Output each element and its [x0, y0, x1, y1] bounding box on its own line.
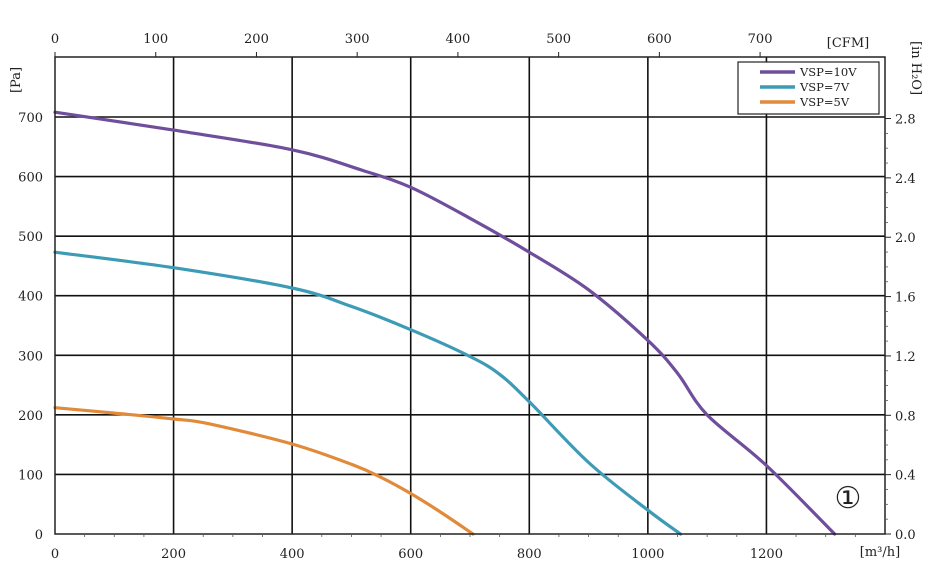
legend-label-3: VSP=5V — [799, 95, 850, 109]
x-bottom-tick-label: 200 — [161, 547, 186, 562]
series-line-vsp-5v — [53, 406, 475, 536]
y-right-tick-label: 2.0 — [895, 231, 916, 246]
x-top-tick-label: 400 — [445, 32, 470, 47]
annotation-circle-1: ① — [835, 481, 862, 516]
series-layer — [53, 110, 837, 536]
x-top-tick-label: 600 — [647, 32, 672, 47]
x-bottom-tick-label: 400 — [280, 547, 305, 562]
y-right-axis-label: [in H₂O] — [908, 41, 923, 95]
x-bottom-axis-label: [m³/h] — [860, 545, 900, 560]
x-top-tick-label: 0 — [51, 32, 59, 47]
grid-layer — [55, 57, 885, 534]
y-left-tick-label: 700 — [18, 111, 43, 126]
series-line-vsp-10v — [53, 110, 837, 536]
y-right-tick-label: 1.6 — [895, 291, 916, 306]
x-top-tick-label: 200 — [244, 32, 269, 47]
y-right-tick-label: 2.4 — [895, 172, 916, 187]
x-bottom-tick-label: 1000 — [631, 547, 664, 562]
y-left-tick-label: 100 — [18, 468, 43, 483]
x-bottom-tick-label: 0 — [51, 547, 59, 562]
y-left-tick-label: 200 — [18, 409, 43, 424]
x-top-tick-label: 100 — [143, 32, 168, 47]
y-right-tick-label: 0.4 — [895, 469, 916, 484]
y-left-tick-label: 300 — [18, 349, 43, 364]
y-left-tick-label: 500 — [18, 230, 43, 245]
x-top-tick-label: 700 — [748, 32, 773, 47]
y-right-tick-label: 0.0 — [895, 528, 916, 543]
y-right-tick-label: 1.2 — [895, 350, 916, 365]
legend-label-2: VSP=7V — [799, 80, 850, 94]
y-left-tick-label: 600 — [18, 171, 43, 186]
y-left-axis-label: [Pa] — [9, 67, 24, 93]
x-top-axis-label: [CFM] — [827, 36, 869, 51]
x-bottom-tick-label: 800 — [517, 547, 542, 562]
x-bottom-tick-label: 600 — [398, 547, 423, 562]
y-right-tick-label: 2.8 — [895, 113, 916, 128]
series-line-vsp-7v — [53, 250, 683, 536]
x-top-tick-label: 500 — [546, 32, 571, 47]
x-top-tick-label: 300 — [345, 32, 370, 47]
x-bottom-tick-label: 1200 — [750, 547, 783, 562]
legend-label-1: VSP=10V — [799, 65, 857, 79]
y-left-tick-label: 400 — [18, 290, 43, 305]
y-right-tick-label: 0.8 — [895, 409, 916, 424]
y-left-tick-label: 0 — [35, 528, 43, 543]
